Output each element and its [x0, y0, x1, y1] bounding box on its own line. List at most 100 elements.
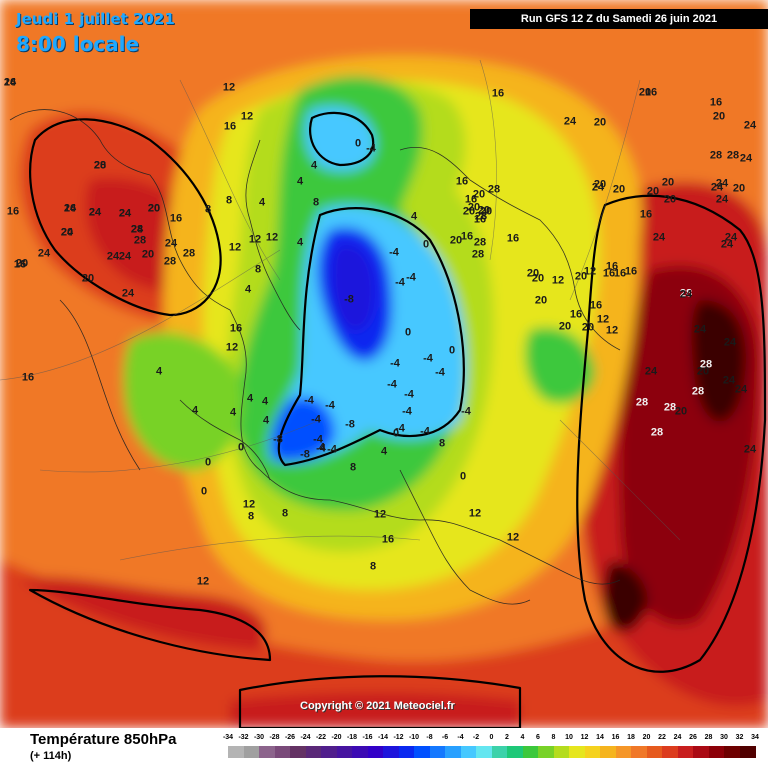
- legend-swatch: [522, 746, 539, 758]
- temperature-label: 0: [404, 326, 412, 339]
- temperature-label: -4: [395, 422, 405, 435]
- footer-bar: Température 850hPa (+ 114h) -34 -32 -30 -28…: [0, 728, 768, 768]
- temperature-label: 4: [410, 210, 418, 223]
- temperature-label: 12: [265, 231, 279, 244]
- temperature-label: 24: [563, 115, 577, 128]
- legend-swatch: [708, 746, 725, 758]
- temperature-label: 16: [589, 299, 603, 312]
- temperature-label: 28: [163, 255, 177, 268]
- temperature-label: 4: [296, 236, 304, 249]
- temperature-label: 20: [477, 204, 491, 217]
- temperature-label: 24: [118, 207, 132, 220]
- legend-swatch: [305, 746, 322, 758]
- legend-tick: -22: [315, 734, 327, 741]
- legend-tick: 6: [536, 734, 540, 741]
- temperature-label: 16: [455, 175, 469, 188]
- temperature-label: 16: [63, 202, 77, 215]
- temperature-label: -8: [273, 433, 283, 446]
- temperature-label: 20: [462, 205, 476, 218]
- legend-tick: 34: [751, 734, 759, 741]
- legend-tick: -6: [441, 734, 449, 741]
- legend-swatch: [476, 746, 492, 758]
- temperature-label: 24: [734, 383, 748, 396]
- temperature-label: 24: [739, 152, 753, 165]
- legend-swatch: [398, 746, 415, 758]
- temperature-label: 28: [650, 426, 664, 439]
- temperature-label: 0: [448, 344, 456, 357]
- temperature-label: 20: [141, 248, 155, 261]
- temperature-label: 16: [605, 260, 619, 273]
- temperature-label: 20: [93, 159, 107, 172]
- temperature-label: 16: [473, 213, 487, 226]
- temperature-label: 16: [460, 230, 474, 243]
- temperature-label: 4: [155, 365, 163, 378]
- legend-swatch: [739, 746, 756, 758]
- temperature-label: 20: [467, 201, 481, 214]
- temperature-map: 24 28 20 16 24 24 28 24 20 24 28 24 20 24 28 28 24 24 20 20…: [0, 0, 768, 728]
- legend-tick: 2: [505, 734, 509, 741]
- temperature-label: 0: [354, 137, 362, 150]
- temperature-label: 16: [21, 371, 35, 384]
- temperature-label: 16: [169, 212, 183, 225]
- temperature-label: 8: [281, 507, 289, 520]
- temperature-label: 24: [121, 287, 135, 300]
- temperature-label: 20: [449, 234, 463, 247]
- temperature-label: 12: [242, 498, 256, 511]
- temperature-label: 12: [596, 313, 610, 326]
- temperature-label: 28: [471, 248, 485, 261]
- temperature-label: 20: [674, 405, 688, 418]
- temperature-label: 8: [349, 461, 357, 474]
- temperature-label: 20: [638, 86, 652, 99]
- temperature-label: 28: [133, 234, 147, 247]
- legend-tick: -12: [393, 734, 404, 741]
- temperature-label: 16: [602, 267, 616, 280]
- temperature-label: 16: [13, 258, 27, 271]
- temperature-label: 12: [196, 575, 210, 588]
- legend-swatch: [336, 746, 353, 758]
- run-info-banner: Run GFS 12 Z du Samedi 26 juin 2021: [470, 9, 768, 29]
- valid-time: 8:00 locale: [16, 32, 140, 56]
- temperature-label: 16: [381, 533, 395, 546]
- temperature-label: 16: [229, 322, 243, 335]
- temperature-label: 4: [244, 283, 252, 296]
- temperature-label: 0: [237, 441, 245, 454]
- legend-tick: -14: [377, 734, 389, 741]
- temperature-label: 28: [182, 247, 196, 260]
- temperature-label: 24: [60, 226, 74, 239]
- temperature-label: 20: [661, 176, 675, 189]
- temperature-label: 16: [3, 76, 17, 89]
- temperature-label: 24: [723, 336, 737, 349]
- temperature-label: 28: [679, 287, 693, 300]
- legend-swatch: [600, 746, 616, 758]
- legend-swatch: [445, 746, 461, 758]
- temperature-label: -4: [316, 442, 326, 455]
- legend-tick: -24: [300, 734, 311, 741]
- temperature-label: 20: [81, 272, 95, 285]
- temperature-label: 12: [222, 81, 236, 94]
- legend-swatch: [724, 746, 740, 758]
- temperature-label: 20: [593, 178, 607, 191]
- temperature-label: 0: [200, 485, 208, 498]
- temperature-label: 24: [88, 206, 102, 219]
- temperature-label: 0: [392, 427, 400, 440]
- legend-swatch: [228, 746, 244, 758]
- legend-swatch: [460, 746, 477, 758]
- temperature-label: 24: [118, 250, 132, 263]
- legend-tick: -32: [238, 734, 249, 741]
- temperature-label: 20: [479, 205, 493, 218]
- temperature-label: -4: [311, 413, 321, 426]
- legend-tick: 0: [489, 734, 494, 741]
- temperature-label: 24: [679, 288, 693, 301]
- temperature-label: -4: [390, 357, 400, 370]
- legend-swatch: [429, 746, 446, 758]
- temperature-label: 8: [254, 263, 262, 276]
- temperature-label: 8: [438, 437, 446, 450]
- temperature-label: 28: [699, 358, 713, 371]
- legend-swatch: [553, 746, 570, 758]
- temperature-label: 20: [663, 193, 677, 206]
- temperature-label: 12: [468, 507, 482, 520]
- legend-tick: -30: [253, 734, 265, 741]
- legend-tick: 28: [704, 734, 713, 741]
- legend-swatch: [646, 746, 663, 758]
- legend-swatch: [677, 746, 694, 758]
